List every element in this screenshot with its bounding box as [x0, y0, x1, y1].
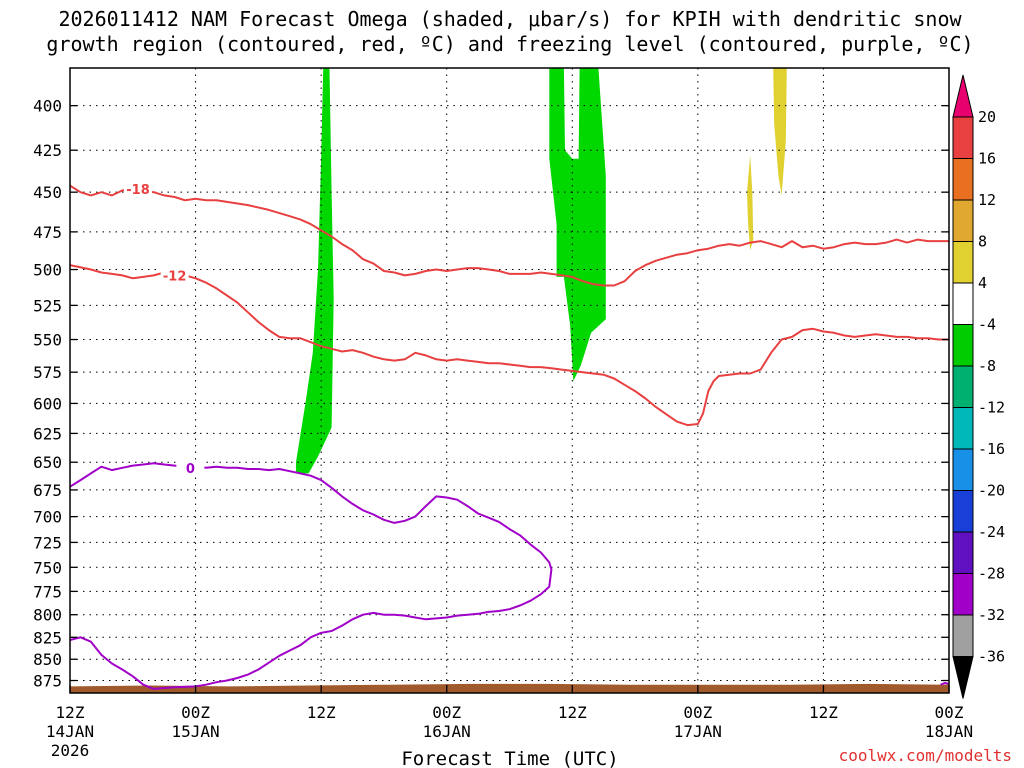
colorbar-swatch — [952, 241, 974, 284]
colorbar-label: -16 — [978, 440, 1005, 458]
colorbar-swatch — [952, 158, 974, 201]
y-tick-label: 800 — [33, 606, 62, 625]
x-tick-label: 18JAN — [925, 722, 973, 741]
colorbar-swatch — [952, 407, 974, 450]
y-tick-label: 725 — [33, 533, 62, 552]
contour-line-2 — [69, 462, 553, 690]
x-tick-label: 12Z — [809, 703, 838, 722]
colorbar-swatch — [952, 116, 974, 159]
x-tick-label: 16JAN — [423, 722, 471, 741]
colorbar-label: 20 — [978, 108, 996, 126]
colorbar-top-arrow — [952, 74, 974, 118]
gridlines — [70, 68, 949, 693]
y-tick-label: 450 — [33, 183, 62, 202]
y-tick-label: 625 — [33, 424, 62, 443]
y-tick-label: 500 — [33, 261, 62, 280]
colorbar-label: 12 — [978, 191, 996, 209]
y-axis: 400 425 450 475 500 525 550 575 600 625 650 675 700 7… — [33, 97, 949, 691]
contour-line-1 — [69, 264, 949, 427]
x-tick-label: 00Z — [683, 703, 712, 722]
x-tick-label: 00Z — [935, 703, 964, 722]
colorbar-swatch — [952, 324, 974, 367]
y-tick-label: 875 — [33, 672, 62, 691]
y-tick-label: 775 — [33, 582, 62, 601]
colorbar-label: -12 — [978, 399, 1005, 417]
contour-line-3 — [940, 682, 950, 686]
colorbar-swatch — [952, 614, 974, 657]
contour-lines: -18 -12 0 — [69, 180, 950, 690]
x-tick-label: 00Z — [432, 703, 461, 722]
colorbar-label: 8 — [978, 233, 987, 251]
credit-text: coolwx.com/modelts — [839, 746, 1012, 765]
colorbar-label: -36 — [978, 648, 1005, 666]
omega-region-3 — [747, 155, 754, 251]
colorbar-swatch — [952, 199, 974, 242]
y-tick-label: 700 — [33, 508, 62, 527]
contour-label: -12 — [163, 269, 187, 284]
x-tick-label: 00Z — [181, 703, 210, 722]
colorbar-label: -4 — [978, 316, 996, 334]
x-tick-label: 12Z — [558, 703, 587, 722]
colorbar-label: -8 — [978, 357, 996, 375]
y-tick-label: 750 — [33, 558, 62, 577]
colorbar-label: -20 — [978, 482, 1005, 500]
contour-label-bg — [160, 267, 189, 283]
colorbar: 20 16 12 8 4 -4 -8 -12 -16 -20 -24 -28 -32 -36 — [952, 74, 1005, 699]
x-tick-label: 12Z — [56, 703, 85, 722]
y-tick-label: 675 — [33, 481, 62, 500]
plot-area: -18 -12 0 — [69, 67, 950, 694]
contour-label-bg — [176, 459, 205, 475]
x-tick-label: 17JAN — [674, 722, 722, 741]
x-tick-label: 2026 — [51, 741, 90, 760]
y-tick-label: 550 — [33, 331, 62, 350]
colorbar-swatch — [952, 365, 974, 408]
x-tick-label: 14JAN — [46, 722, 94, 741]
y-tick-label: 850 — [33, 650, 62, 669]
colorbar-swatch — [952, 573, 974, 616]
colorbar-label: -28 — [978, 565, 1005, 583]
omega-region-2 — [773, 68, 787, 196]
plot-frame — [69, 67, 950, 694]
contour-label-bg — [124, 180, 153, 196]
y-tick-label: 425 — [33, 141, 62, 160]
colorbar-bottom-arrow — [952, 656, 974, 699]
contour-line-0 — [69, 184, 949, 287]
x-tick-label: 15JAN — [171, 722, 219, 741]
contour-label: 0 — [186, 462, 195, 477]
contour-label: -18 — [126, 183, 150, 198]
terrain-band — [70, 683, 949, 693]
colorbar-label: 4 — [978, 274, 987, 292]
x-tick-label: 12Z — [307, 703, 336, 722]
colorbar-swatch — [952, 448, 974, 491]
y-tick-label: 600 — [33, 394, 62, 413]
colorbar-label: -24 — [978, 523, 1005, 541]
colorbar-swatch — [952, 282, 974, 325]
omega-region-1 — [549, 68, 606, 382]
plot-background — [70, 68, 949, 693]
colorbar-label: -32 — [978, 606, 1005, 624]
terrain-layer — [70, 683, 949, 693]
y-tick-label: 825 — [33, 628, 62, 647]
y-tick-label: 650 — [33, 453, 62, 472]
chart-title-line2: growth region (contoured, red, ºC) and f… — [46, 32, 973, 56]
colorbar-label: 16 — [978, 150, 996, 168]
chart-title-line1: 2026011412 NAM Forecast Omega (shaded, μ… — [58, 7, 962, 31]
y-tick-label: 400 — [33, 97, 62, 116]
y-tick-label: 475 — [33, 223, 62, 242]
y-tick-label: 525 — [33, 296, 62, 315]
x-axis-label: Forecast Time (UTC) — [401, 748, 618, 768]
colorbar-swatch — [952, 490, 974, 533]
y-tick-label: 575 — [33, 363, 62, 382]
colorbar-swatch — [952, 531, 974, 574]
